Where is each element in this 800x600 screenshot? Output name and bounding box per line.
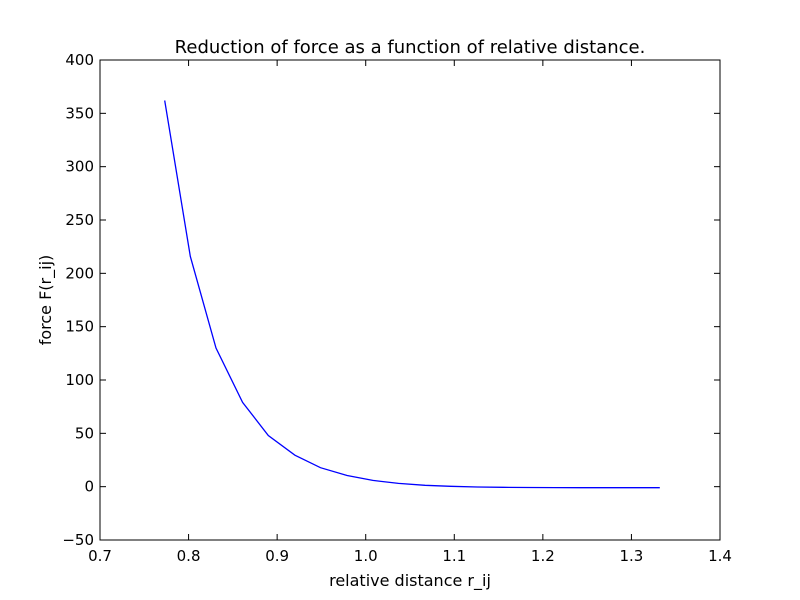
x-tick-label: 1.1: [442, 547, 466, 565]
y-tick-label: 200: [65, 264, 94, 282]
x-tick-label: 1.2: [531, 547, 555, 565]
x-tick-label: 0.7: [88, 547, 112, 565]
x-tick-label: 0.9: [265, 547, 289, 565]
y-tick-label: 350: [65, 104, 94, 122]
y-tick-label: 150: [65, 318, 94, 336]
x-tick-label: 1.3: [619, 547, 643, 565]
x-tick-label: 0.8: [177, 547, 201, 565]
y-tick-label: 300: [65, 158, 94, 176]
y-axis-title: force F(r_ij): [36, 255, 56, 346]
y-tick-label: −50: [62, 531, 94, 549]
tick-labels-layer: 0.7 0.8 0.9 1.0 1.1 1.2 1.3 1.4 −50 0 50 100 150 200 2…: [62, 51, 732, 565]
y-tick-label: 400: [65, 51, 94, 69]
x-axis-title: relative distance r_ij: [329, 571, 491, 591]
plot-frame: [99, 59, 721, 541]
y-tick-label: 50: [75, 424, 94, 442]
x-tick-label: 1.0: [354, 547, 378, 565]
y-tick-label: 100: [65, 371, 94, 389]
y-tick-label: 250: [65, 211, 94, 229]
force-series-line: [164, 100, 660, 489]
series-layer: [164, 100, 660, 489]
y-tick-label: 0: [84, 478, 94, 496]
chart-title: Reduction of force as a function of rela…: [175, 37, 646, 58]
x-tick-label: 1.4: [708, 547, 732, 565]
